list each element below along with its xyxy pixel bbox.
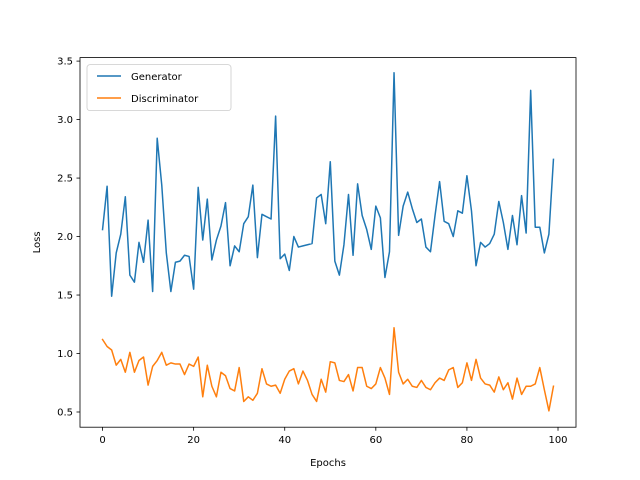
series-line-generator [101, 72, 555, 297]
legend: Generator Discriminator [86, 64, 232, 111]
x-axis-title: Epochs [310, 458, 346, 469]
y-axis-title: Loss [32, 231, 43, 253]
plot-area-frame [79, 57, 577, 428]
x-tick-label: 0 [99, 435, 105, 446]
x-tick-label: 60 [369, 435, 382, 446]
x-axis: 0 20 40 60 80 100 [99, 427, 568, 446]
y-tick-label: 2.5 [57, 174, 73, 185]
y-tick-label: 1.0 [57, 349, 73, 360]
x-tick-label: 80 [461, 435, 474, 446]
y-tick-label: 0.5 [57, 407, 73, 418]
y-axis: 0.5 1.0 1.5 2.0 2.5 3.0 3.5 [57, 57, 80, 418]
x-tick-label: 40 [278, 435, 291, 446]
x-tick-label: 100 [548, 435, 567, 446]
series-layer [101, 72, 555, 412]
legend-label-generator: Generator [131, 72, 183, 83]
y-tick-label: 3.5 [57, 57, 73, 68]
y-tick-label: 1.5 [57, 291, 73, 302]
series-line-discriminator [101, 327, 555, 412]
x-tick-label: 20 [187, 435, 200, 446]
y-tick-label: 2.0 [57, 232, 73, 243]
legend-frame [86, 64, 232, 111]
y-tick-label: 3.0 [57, 115, 73, 126]
legend-label-discriminator: Discriminator [131, 94, 199, 105]
